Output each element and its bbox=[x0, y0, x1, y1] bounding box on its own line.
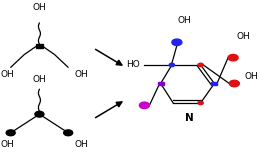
Circle shape bbox=[198, 101, 203, 105]
Text: OH: OH bbox=[32, 3, 46, 12]
Text: OH: OH bbox=[74, 140, 88, 149]
Circle shape bbox=[198, 63, 203, 67]
Bar bbox=[158, 82, 164, 85]
Text: OH: OH bbox=[178, 16, 191, 25]
Circle shape bbox=[139, 102, 150, 109]
Text: HO: HO bbox=[126, 60, 139, 69]
Text: N: N bbox=[185, 113, 194, 123]
Circle shape bbox=[35, 111, 44, 117]
Circle shape bbox=[6, 130, 15, 136]
Circle shape bbox=[228, 54, 238, 61]
Text: OH: OH bbox=[1, 70, 15, 79]
Circle shape bbox=[64, 130, 73, 136]
Circle shape bbox=[169, 63, 174, 67]
Circle shape bbox=[172, 39, 182, 46]
Text: OH: OH bbox=[74, 70, 88, 79]
Text: OH: OH bbox=[1, 140, 15, 149]
Text: OH: OH bbox=[236, 33, 250, 41]
Circle shape bbox=[229, 80, 239, 87]
Bar bbox=[36, 44, 43, 49]
Bar bbox=[211, 82, 217, 85]
Text: OH: OH bbox=[244, 72, 258, 81]
Text: OH: OH bbox=[32, 75, 46, 83]
